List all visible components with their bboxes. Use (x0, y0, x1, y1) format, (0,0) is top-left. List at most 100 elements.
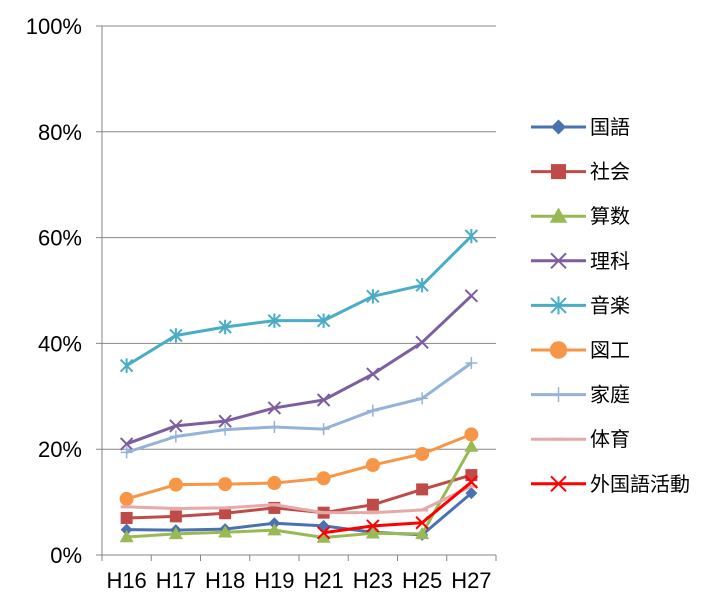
data-point (366, 498, 379, 511)
data-point (464, 427, 479, 442)
data-point (550, 475, 567, 493)
data-point (415, 446, 430, 461)
data-point (549, 207, 568, 223)
legend-label: 算数 (590, 204, 630, 228)
data-point (416, 392, 429, 405)
data-point (218, 525, 233, 538)
series-line (126, 294, 473, 446)
y-tick-label: 40% (38, 331, 82, 356)
legend-label: 社会 (590, 160, 630, 184)
legend-item: 図工 (531, 338, 630, 362)
series-3 (119, 289, 479, 451)
series-group (119, 228, 479, 543)
data-point (366, 367, 380, 381)
data-point (316, 530, 331, 543)
legend-item: 家庭 (531, 383, 630, 407)
legend-item: 音楽 (531, 293, 630, 317)
series-6 (120, 356, 478, 459)
x-tick-label: H25 (402, 568, 442, 593)
data-point (366, 404, 379, 417)
data-point (316, 313, 331, 328)
data-point (550, 252, 567, 270)
data-point (464, 439, 479, 452)
series-line (126, 432, 472, 501)
data-point (316, 471, 331, 486)
data-point (219, 423, 232, 436)
series-4 (119, 228, 479, 373)
x-tick-label: H23 (353, 568, 393, 593)
legend-item: 国語 (531, 115, 630, 139)
data-point (551, 387, 566, 403)
data-point (415, 335, 429, 350)
legend-label: 体育 (590, 427, 630, 451)
series-line (126, 361, 473, 454)
x-tick-label: H21 (303, 568, 343, 593)
data-point (267, 313, 282, 328)
data-point (119, 437, 134, 451)
x-tick-label: H18 (205, 568, 245, 593)
legend-label: 図工 (590, 338, 630, 362)
data-point (415, 526, 430, 540)
x-tick-labels: H16 H17 H18 H19 H21 H23 H25 H27 (101, 555, 497, 593)
data-point (415, 516, 429, 530)
data-point (464, 228, 479, 244)
data-point (415, 278, 429, 293)
data-point (416, 483, 429, 496)
series-5 (119, 427, 479, 506)
series-8 (316, 475, 479, 540)
legend-label: 音楽 (590, 293, 630, 317)
data-point (465, 469, 478, 482)
y-tick-label: 0% (50, 543, 82, 568)
data-point (316, 393, 331, 407)
data-point (366, 519, 380, 533)
data-point (267, 476, 282, 491)
data-point (169, 430, 182, 443)
data-point (168, 477, 183, 492)
data-point (551, 119, 566, 135)
data-point (119, 530, 134, 543)
data-point (119, 491, 134, 506)
data-point (120, 523, 133, 536)
series-2 (119, 439, 479, 543)
legend-item: 理科 (531, 249, 630, 273)
data-point (119, 358, 134, 373)
y-tick-label: 100% (26, 14, 82, 39)
data-point (169, 510, 182, 523)
y-tick-label: 20% (38, 437, 82, 462)
data-point (465, 487, 478, 500)
data-point (267, 401, 282, 415)
data-point (169, 328, 183, 343)
data-point (464, 289, 479, 303)
y-tick-label: 80% (38, 120, 82, 145)
y-tick-labels: 0% 20% 40% 60% 80% 100% (26, 14, 82, 568)
data-point (365, 526, 380, 539)
x-tick-label: H16 (106, 568, 146, 593)
data-point (366, 289, 380, 304)
data-point (218, 319, 232, 335)
series-line (126, 473, 472, 520)
data-point (464, 475, 479, 489)
legend-item: 社会 (531, 160, 630, 184)
legend-item: 体育 (531, 427, 630, 451)
legend-item: 算数 (531, 204, 630, 228)
data-point (169, 419, 183, 433)
legend-label: 家庭 (590, 383, 630, 407)
data-point (267, 523, 282, 536)
gridlines (96, 25, 496, 556)
series-line (126, 445, 473, 540)
series-line (125, 234, 473, 367)
data-point (219, 507, 232, 520)
x-tick-label: H17 (156, 568, 196, 593)
data-point (316, 526, 331, 540)
legend-label: 国語 (590, 115, 630, 139)
y-tick-label: 60% (38, 226, 82, 251)
legend-item: 外国語活動 (531, 472, 690, 496)
data-point (218, 477, 233, 492)
x-tick-label: H19 (254, 568, 294, 593)
series-line (126, 484, 473, 515)
data-point (317, 423, 330, 436)
data-point (120, 446, 133, 459)
x-tick-label: H27 (451, 568, 491, 593)
